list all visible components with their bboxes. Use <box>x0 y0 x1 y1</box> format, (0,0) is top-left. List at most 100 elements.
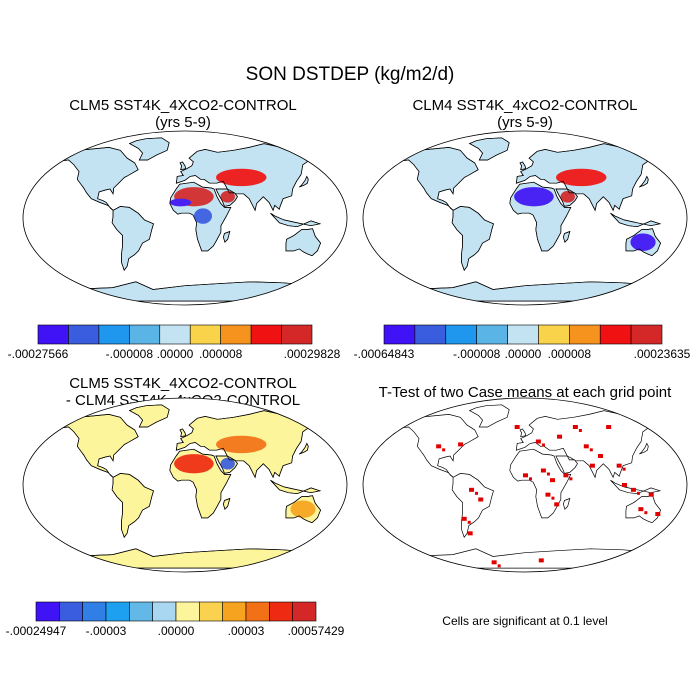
coastline-africa <box>169 448 232 519</box>
coastline-indonesia <box>610 212 662 228</box>
colorbar-box <box>222 601 247 622</box>
colorbar-tick-label: -.000008 <box>453 347 501 361</box>
main-title: SON DSTDEP (kg/m2/d) <box>245 64 455 85</box>
significant-cell <box>622 483 627 487</box>
significant-cell <box>549 478 555 483</box>
colorbar-box <box>129 324 161 345</box>
significant-cell <box>475 491 479 495</box>
significant-cell <box>523 473 528 478</box>
coastline-japan <box>299 442 309 455</box>
region-central-africa <box>193 208 212 224</box>
significant-cell <box>622 467 626 471</box>
colorbar-box <box>630 324 663 345</box>
coastline-japan <box>299 175 309 188</box>
colorbar-box <box>507 324 539 345</box>
significant-cell <box>597 454 603 458</box>
coastline-southAmerica <box>451 206 494 271</box>
coastline-arabia <box>555 188 578 207</box>
coastline-uk <box>179 428 187 438</box>
colorbar-box <box>35 601 60 622</box>
coastline-greenland <box>468 137 510 161</box>
coastline-madagascar <box>563 230 571 243</box>
colorbar-box <box>129 601 153 622</box>
significant-cell <box>545 492 551 497</box>
colorbar-box <box>250 324 282 345</box>
region-patches <box>39 404 332 569</box>
map-border <box>362 397 688 573</box>
significant-cell <box>655 512 661 516</box>
coastline-arabia <box>215 455 238 474</box>
landmass-indonesia <box>610 479 662 495</box>
coastline-indonesia <box>270 212 322 228</box>
colorbar-tick-label: .00000 <box>505 347 542 361</box>
region-arabia <box>560 190 575 203</box>
landmass-uk <box>519 428 527 438</box>
significant-cell <box>469 487 475 492</box>
colorbar-tick-label: .000008 <box>548 347 592 361</box>
coastline-eurasia <box>175 410 332 479</box>
significant-cell <box>458 442 464 447</box>
map-border <box>22 397 348 573</box>
colorbar-box <box>292 601 317 622</box>
landmass-madagascar <box>563 497 571 510</box>
landmass-africa <box>509 448 572 519</box>
colorbar-tick-label: .00057429 <box>288 624 345 638</box>
significant-cell <box>589 463 595 468</box>
coastline-madagascar <box>223 230 231 243</box>
map-panel-3 <box>22 397 348 573</box>
map-border <box>362 130 688 306</box>
significant-cell <box>467 520 471 524</box>
colorbar-box <box>152 601 177 622</box>
colorbar-box <box>538 324 570 345</box>
colorbar-box <box>599 324 632 345</box>
coastline-northAmerica <box>47 414 139 478</box>
significant-cell <box>606 425 612 429</box>
colorbar-tick-label: -.00064843 <box>354 347 415 361</box>
map-panel-1 <box>22 130 348 306</box>
colorbar-box <box>569 324 601 345</box>
colorbar-tick-label: -.00027566 <box>8 347 69 361</box>
significant-cell <box>514 425 520 429</box>
colorbar-box <box>414 324 447 345</box>
map-panel-2 <box>362 130 688 306</box>
colorbar-3: -.00024947 -.00003 .00000 .00003 .00057429 <box>6 601 345 638</box>
coastline-eurasia <box>175 143 332 212</box>
coastline-northAmerica <box>47 147 139 211</box>
coastline-indonesia <box>270 479 322 495</box>
coastline-greenland <box>128 137 170 161</box>
landmass-northAmerica <box>387 414 479 478</box>
colorbar-box <box>476 324 508 345</box>
landmass-southAmerica <box>451 473 494 538</box>
colorbar-1: -.00027566 -.000008.00000 .000008 .00029828 <box>8 324 341 361</box>
colorbar-box <box>269 601 293 622</box>
significant-cell <box>478 497 484 502</box>
landmass-eurasia <box>515 410 672 479</box>
coastline-eurasia <box>515 143 672 212</box>
map-panel-4 <box>362 397 688 573</box>
colorbar-box <box>189 324 221 345</box>
landmass-japan <box>639 442 649 455</box>
colorbar-box <box>98 324 130 345</box>
coastline-uk <box>519 161 527 171</box>
significant-cell <box>461 516 467 521</box>
map-border <box>22 130 348 306</box>
region-australia <box>630 233 656 251</box>
colorbar-tick-label: .00000 <box>158 624 195 638</box>
significant-cell <box>529 477 532 481</box>
coastline-australia <box>625 228 662 257</box>
significance-cells <box>436 425 661 568</box>
colorbar-box <box>245 601 270 622</box>
panel-4-title: T-Test of two Case means at each grid po… <box>378 384 672 401</box>
colorbar-box <box>82 601 107 622</box>
region-sahara <box>174 454 214 474</box>
colorbar-2: -.00064843 -.000008 .00000 .000008 .00023635 <box>354 324 691 361</box>
significant-cell <box>644 511 648 515</box>
significant-cell <box>589 448 593 452</box>
significant-cell <box>569 477 573 481</box>
colorbar-box <box>220 324 252 345</box>
colorbar-tick-label: -.000008 <box>106 347 154 361</box>
colorbar-box <box>159 324 191 345</box>
panel-2-title: CLM4 SST4K_4xCO2-CONTROL (yrs 5-9) <box>412 97 638 131</box>
coastline-southAmerica <box>111 206 154 271</box>
significant-cell <box>541 443 545 447</box>
